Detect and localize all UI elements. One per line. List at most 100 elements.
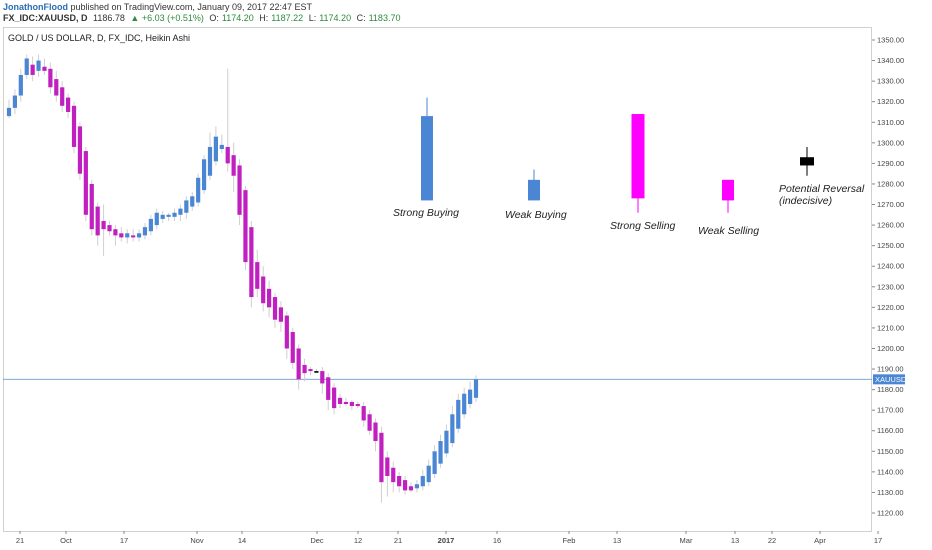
candle-body: [255, 262, 260, 289]
high-value: 1187.22: [271, 13, 304, 23]
x-tick-label: 17: [874, 536, 882, 545]
candle-body: [249, 227, 254, 298]
y-tick-label: 1160.00: [877, 426, 904, 435]
candle-body: [142, 227, 148, 236]
candle-body: [414, 484, 419, 489]
price-change: ▲ +6.03 (+0.51%): [130, 13, 204, 23]
low-value: 1174.20: [319, 13, 352, 23]
x-tick-label: 21: [16, 536, 24, 545]
y-tick-label: 1130.00: [877, 488, 904, 497]
x-tick-label: 14: [238, 536, 246, 545]
chart-title: GOLD / US DOLLAR, D, FX_IDC, Heikin Ashi: [8, 33, 191, 43]
y-tick-label: 1340.00: [877, 56, 904, 65]
y-tick-label: 1330.00: [877, 77, 904, 86]
candle-body: [267, 288, 272, 308]
candle-body: [30, 64, 35, 75]
candle-body: [71, 105, 77, 147]
candle-body: [308, 369, 313, 372]
candle-body: [278, 307, 284, 322]
candle-body: [184, 200, 189, 213]
y-tick-label: 1350.00: [877, 36, 904, 45]
candle-body: [166, 214, 171, 217]
candle-body: [119, 233, 124, 238]
candle-body: [12, 95, 18, 108]
y-tick-label: 1210.00: [877, 323, 904, 332]
y-tick-label: 1250.00: [877, 241, 904, 250]
candle-body: [196, 177, 201, 203]
candle-body: [432, 451, 437, 474]
candle-body: [207, 146, 213, 176]
candle-body: [172, 212, 177, 217]
candle-body: [178, 208, 183, 215]
last-price: 1186.78: [93, 13, 125, 23]
y-tick-label: 1230.00: [877, 282, 904, 291]
x-tick-label: 17: [120, 536, 128, 545]
candle-body: [379, 432, 384, 483]
candle-body: [219, 144, 224, 149]
y-tick-label: 1280.00: [877, 179, 904, 188]
candle-body: [373, 422, 378, 442]
candle-body: [131, 235, 136, 238]
candle-body: [60, 87, 65, 106]
close-value: 1183.70: [368, 13, 401, 23]
legend-candle-body: [421, 116, 433, 201]
candle-body: [237, 165, 242, 215]
x-tick-label: 2017: [438, 536, 455, 545]
author-link[interactable]: JonathonFlood: [3, 2, 68, 12]
candle-body: [450, 414, 455, 444]
x-tick-label: Dec: [310, 536, 324, 545]
candle-body: [6, 107, 12, 117]
candle-body: [136, 233, 142, 238]
high-label: H:: [259, 13, 269, 23]
annotation-label: Strong Buying: [393, 207, 459, 219]
publish-info: published on TradingView.com, January 09…: [70, 2, 313, 12]
legend-candle-body: [528, 179, 540, 201]
candle-body: [272, 297, 278, 320]
y-tick-label: 1290.00: [877, 159, 904, 168]
y-tick-label: 1120.00: [877, 509, 904, 518]
annotation-label: Strong Selling: [610, 220, 676, 232]
candle-body: [113, 229, 118, 236]
candle-body: [426, 465, 431, 483]
y-tick-label: 1260.00: [877, 221, 904, 230]
ohlc-line: FX_IDC:XAUUSD, D 1186.78 ▲ +6.03 (+0.51%…: [3, 13, 932, 24]
candle-body: [284, 315, 289, 349]
candle-body: [361, 406, 366, 421]
candle-body: [391, 467, 396, 483]
candle-body: [302, 364, 307, 374]
candle-body: [337, 397, 343, 405]
x-tick-label: 13: [731, 536, 739, 545]
y-tick-label: 1310.00: [877, 118, 904, 127]
candle-body: [296, 348, 301, 380]
annotation-label: Weak Selling: [698, 225, 759, 237]
legend-candle-body: [722, 179, 734, 201]
candle-body: [420, 475, 425, 487]
candle-body: [160, 214, 165, 219]
x-tick-label: 12: [354, 536, 362, 545]
x-tick-label: 21: [394, 536, 402, 545]
publish-line: JonathonFlood published on TradingView.c…: [3, 2, 932, 13]
annotation-label: Weak Buying: [505, 209, 567, 221]
annotation-label: (indecisive): [779, 195, 832, 207]
candle-body: [467, 389, 473, 405]
annotation-label: Potential Reversal: [779, 183, 865, 195]
candle-body: [66, 97, 71, 112]
candle-body: [462, 393, 467, 415]
y-tick-label: 1320.00: [877, 97, 904, 106]
candle-body: [24, 58, 29, 75]
x-tick-label: Mar: [680, 536, 693, 545]
y-tick-label: 1150.00: [877, 447, 904, 456]
candle-body: [444, 430, 449, 454]
x-tick-label: 13: [613, 536, 621, 545]
candle-body: [231, 155, 236, 176]
candle-body: [125, 233, 130, 238]
y-tick-label: 1300.00: [877, 138, 904, 147]
candle-body: [332, 387, 337, 409]
candle-body: [473, 379, 479, 398]
y-tick-label: 1170.00: [877, 406, 904, 415]
candle-body: [107, 225, 112, 232]
candle-body: [261, 276, 266, 304]
close-label: C:: [356, 13, 366, 23]
candle-body: [314, 371, 319, 373]
